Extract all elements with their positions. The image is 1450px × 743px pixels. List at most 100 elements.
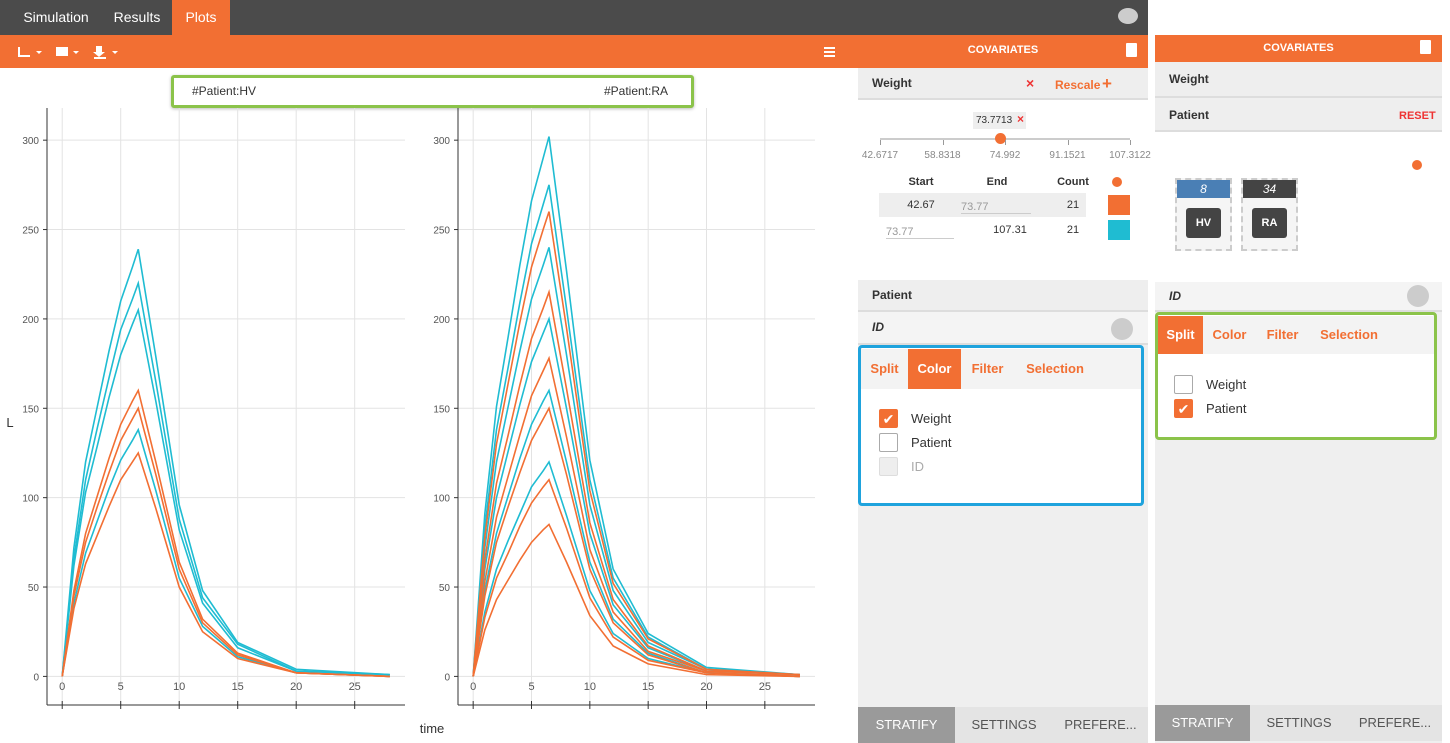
y-tick-label: 150 xyxy=(433,404,450,415)
palette-icon[interactable] xyxy=(1412,160,1422,170)
x-tick-label: 25 xyxy=(759,681,771,693)
subtab[interactable]: Split xyxy=(861,349,908,389)
subtab[interactable]: Selection xyxy=(1014,349,1096,389)
slider-tick xyxy=(880,140,881,145)
slider-tick-label: 42.6717 xyxy=(850,150,910,161)
tab[interactable]: Simulation xyxy=(10,0,102,35)
x-tick-label: 15 xyxy=(232,681,244,693)
bottom-tabs: STRATIFYSETTINGSPREFERE... xyxy=(1155,705,1442,741)
chip[interactable]: 8 HV xyxy=(1175,178,1232,251)
remove-icon[interactable]: × xyxy=(1026,75,1034,91)
palette-icon[interactable] xyxy=(1112,177,1122,187)
caret xyxy=(36,51,42,54)
subtab[interactable]: Filter xyxy=(961,349,1014,389)
bottom-tab[interactable]: SETTINGS xyxy=(955,707,1053,743)
bottom-tab[interactable]: PREFERE... xyxy=(1053,707,1148,743)
trash-icon[interactable] xyxy=(1420,40,1431,54)
caret xyxy=(73,51,79,54)
table-header: Start xyxy=(891,176,951,188)
slider-tick xyxy=(1005,140,1006,145)
table-header: End xyxy=(967,176,1027,188)
line-series xyxy=(473,137,800,677)
slider-tick xyxy=(943,140,944,145)
chip[interactable]: 34RA xyxy=(1241,178,1298,251)
caret xyxy=(112,51,118,54)
add-button[interactable]: + xyxy=(1102,74,1112,94)
y-tick-label: 50 xyxy=(28,583,40,594)
checkbox[interactable] xyxy=(1174,375,1193,394)
menu-icon[interactable] xyxy=(824,55,835,57)
highlight-box: SplitColorFilterSelection ✔WeightPatient… xyxy=(858,345,1144,506)
edit-icon[interactable] xyxy=(1111,318,1133,340)
slider-tick-label: 74.992 xyxy=(975,150,1035,161)
slider-tick-label: 107.3122 xyxy=(1100,150,1160,161)
subtabs: SplitColorFilterSelection xyxy=(861,349,1141,389)
covariates-panel: COVARIATES Weight Patient RESET 8HV34RA … xyxy=(1155,35,1442,743)
x-tick-label: 15 xyxy=(642,681,654,693)
x-tick-label: 10 xyxy=(584,681,596,693)
checkbox[interactable]: ✔ xyxy=(1174,399,1193,418)
chip-button[interactable]: RA xyxy=(1252,208,1287,238)
slider-area: 73.7713 × 42.671758.831874.99291.1521107… xyxy=(858,100,1148,280)
subtab[interactable]: Color xyxy=(1203,316,1256,354)
checkbox-label: Patient xyxy=(1206,401,1246,416)
remove-icon[interactable]: × xyxy=(1017,112,1024,126)
line-series xyxy=(473,524,800,676)
y-tick-label: 300 xyxy=(22,136,39,147)
x-tick-label: 25 xyxy=(349,681,361,693)
y-tick-label: 0 xyxy=(444,672,450,683)
subtab-active[interactable]: Split xyxy=(1158,316,1203,354)
rescale-button[interactable]: Rescale xyxy=(1055,78,1100,92)
download-icon[interactable] xyxy=(93,52,105,57)
grid-icon[interactable] xyxy=(56,47,68,56)
x-tick-label: 5 xyxy=(118,681,124,693)
bottom-tab[interactable]: STRATIFY xyxy=(858,707,955,743)
covariate-row: ID xyxy=(1155,282,1442,312)
x-tick-label: 0 xyxy=(59,681,65,693)
slider-tick-label: 58.8318 xyxy=(913,150,973,161)
y-tick-label: 150 xyxy=(22,404,39,415)
chart-icon[interactable] xyxy=(18,47,20,57)
checkbox-label: Weight xyxy=(911,411,951,426)
subtab[interactable]: Filter xyxy=(1256,316,1309,354)
subtab-active[interactable]: Color xyxy=(908,349,961,389)
x-tick-label: 20 xyxy=(700,681,712,693)
input-cell[interactable]: 73.77 xyxy=(961,201,1031,214)
chat-icon[interactable] xyxy=(1118,8,1138,24)
download-icon[interactable] xyxy=(96,46,102,53)
y-tick-label: 50 xyxy=(439,583,451,594)
color-swatch[interactable] xyxy=(1108,195,1130,215)
download-icon[interactable] xyxy=(94,57,106,59)
checkbox-label: ID xyxy=(911,459,924,474)
cell: 21 xyxy=(1043,224,1103,236)
menu-icon[interactable] xyxy=(824,47,835,49)
panel-header: COVARIATES xyxy=(858,35,1148,68)
color-swatch[interactable] xyxy=(1108,220,1130,240)
chip-button[interactable]: HV xyxy=(1186,208,1221,238)
bottom-tab[interactable]: SETTINGS xyxy=(1250,705,1348,741)
line-series xyxy=(473,185,800,677)
chart-icon[interactable] xyxy=(20,55,30,57)
covariate-row: ID xyxy=(858,312,1148,345)
input-cell[interactable]: 73.77 xyxy=(886,226,954,239)
tab[interactable]: Results xyxy=(102,0,172,35)
bottom-tab[interactable]: PREFERE... xyxy=(1348,705,1442,741)
tab-active[interactable]: Plots xyxy=(172,0,230,35)
bottom-tab[interactable]: STRATIFY xyxy=(1155,705,1250,741)
line-series xyxy=(473,212,800,677)
checkbox[interactable]: ✔ xyxy=(879,409,898,428)
edit-icon[interactable] xyxy=(1407,285,1429,307)
y-tick-label: 100 xyxy=(22,494,39,505)
checkbox[interactable] xyxy=(879,433,898,452)
subtab[interactable]: Selection xyxy=(1309,316,1389,354)
menu-icon[interactable] xyxy=(824,51,835,53)
trash-icon[interactable] xyxy=(1126,43,1137,57)
y-tick-label: 300 xyxy=(433,136,450,147)
subtabs: SplitColorFilterSelection xyxy=(1158,316,1434,354)
reset-button[interactable]: RESET xyxy=(1399,110,1436,122)
table-header: Count xyxy=(1043,176,1103,188)
x-tick-label: 20 xyxy=(290,681,302,693)
x-tick-label: 10 xyxy=(173,681,185,693)
covariates-panel: COVARIATES Weight × Rescale + 73.7713 × … xyxy=(858,35,1148,743)
chip-count: 8 xyxy=(1177,180,1230,198)
